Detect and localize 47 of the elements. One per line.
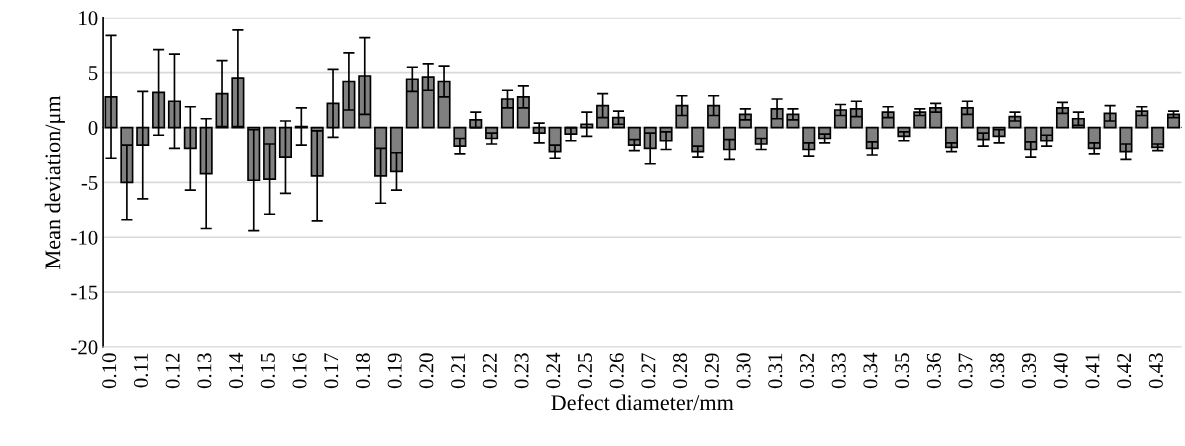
x-tick-label: 0.12: [165, 353, 180, 389]
x-tick-label: 0.35: [895, 353, 910, 389]
y-tick-label: -20: [71, 340, 98, 355]
bar: [627, 126, 641, 146]
x-tick-label: 0.24: [546, 352, 561, 389]
x-tick-label: 0.19: [387, 353, 402, 389]
x-tick-label: 0.27: [641, 353, 656, 389]
x-tick-label: 0.29: [704, 353, 719, 389]
x-tick-label: 0.30: [736, 353, 751, 389]
y-tick-label: 10: [79, 11, 98, 26]
x-tick-label: 0.43: [1148, 353, 1163, 389]
x-tick-label: 0.37: [958, 353, 973, 389]
x-tick-label: 0.26: [609, 353, 624, 389]
x-tick-label: 0.31: [768, 353, 783, 389]
y-axis-title: Mean deviation/μm: [44, 95, 65, 269]
x-tick-label: 0.36: [926, 353, 941, 389]
bar: [1135, 110, 1149, 129]
x-tick-label: 0.21: [451, 353, 466, 389]
x-tick-label: 0.20: [419, 353, 434, 389]
y-tick-label: 5: [89, 66, 98, 81]
bar: [913, 111, 927, 129]
x-tick-label: 0.17: [324, 353, 339, 389]
x-tick-label: 0.22: [482, 353, 497, 389]
x-tick-label: 0.15: [260, 353, 275, 389]
x-tick-label: 0.33: [831, 353, 846, 389]
x-tick-label: 0.11: [133, 353, 149, 388]
x-tick-label: 0.13: [197, 353, 212, 389]
x-tick-label: 0.41: [1085, 353, 1100, 389]
x-tick-label: 0.25: [577, 353, 593, 389]
y-tick-label: -10: [71, 230, 98, 245]
x-tick-label: 0.38: [990, 353, 1005, 389]
x-tick-label: 0.39: [1021, 353, 1037, 389]
x-tick-label: 0.14: [229, 352, 244, 389]
x-tick-label: 0.34: [863, 352, 878, 389]
x-tick-label: 0.28: [673, 353, 688, 389]
x-tick-label: 0.42: [1117, 353, 1132, 389]
x-tick-label: 0.18: [355, 353, 371, 389]
x-tick-label: 0.10: [102, 353, 117, 389]
y-tick-label: 0: [88, 120, 98, 135]
x-axis-title: Defect diameter/mm: [551, 394, 734, 411]
y-tick-label: -15: [71, 285, 98, 300]
bar: [960, 106, 974, 129]
x-tick-label: 0.32: [799, 353, 815, 389]
y-tick-label: -5: [81, 176, 98, 190]
x-tick-label: 0.40: [1053, 353, 1068, 389]
x-tick-label: 0.16: [292, 353, 307, 389]
x-tick-label: 0.23: [514, 353, 529, 389]
